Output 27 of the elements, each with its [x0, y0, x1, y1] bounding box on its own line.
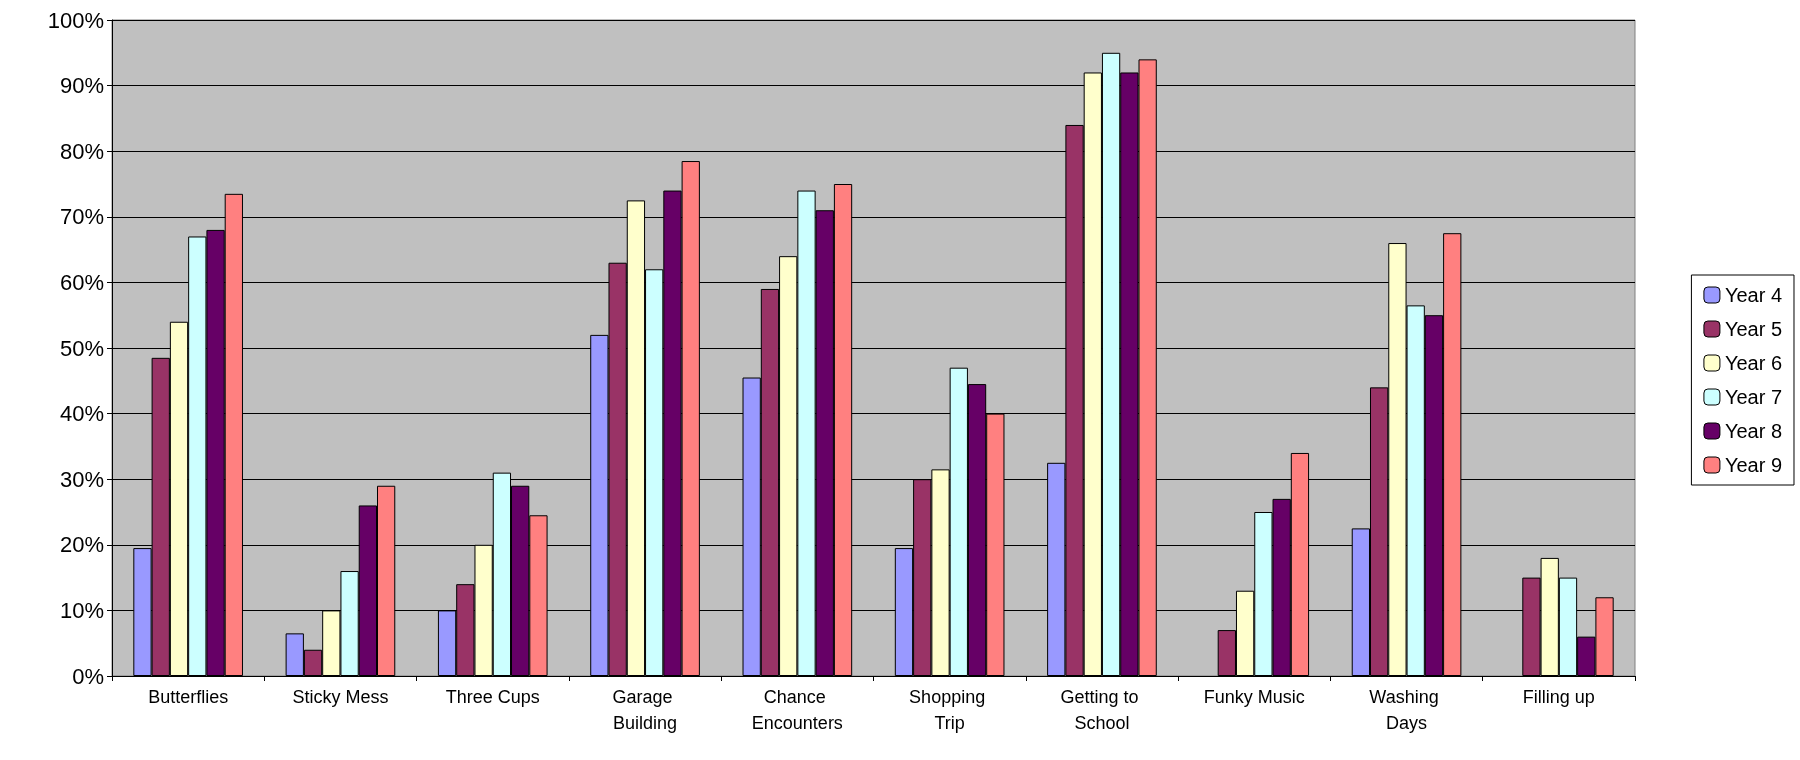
y-tick-label: 90% — [59, 73, 104, 99]
legend-label: Year 5 — [1724, 318, 1782, 340]
x-tick-label: Butterflies — [148, 687, 229, 707]
y-tick-label: 10% — [59, 597, 104, 623]
x-tick-label: Getting to School — [1060, 687, 1144, 733]
legend-label: Year 7 — [1724, 386, 1782, 408]
y-tick-label: 20% — [59, 532, 104, 558]
x-tick-label: Washing Days — [1369, 687, 1444, 733]
y-tick-label: 80% — [59, 138, 104, 164]
y-tick-label: 0% — [72, 663, 104, 689]
legend-label: Year 8 — [1724, 420, 1782, 442]
legend-label: Year 4 — [1724, 284, 1782, 306]
y-tick-label: 60% — [59, 269, 104, 295]
x-tick-label: Sticky Mess — [292, 687, 389, 707]
legend-label: Year 9 — [1724, 454, 1782, 476]
legend-label: Year 6 — [1724, 352, 1782, 374]
y-tick-label: 70% — [59, 204, 104, 230]
y-tick-label: 100% — [47, 7, 104, 33]
x-tick-label: Filling up — [1522, 687, 1595, 707]
y-tick-label: 30% — [59, 466, 104, 492]
y-tick-label: 50% — [59, 335, 104, 361]
x-tick-label: Chance Encounters — [751, 687, 843, 733]
x-tick-label: Shopping Trip — [909, 687, 991, 733]
x-tick-label: Funky Music — [1203, 687, 1305, 707]
x-tick-label: Three Cups — [445, 687, 540, 707]
x-tick-label: Garage Building — [612, 687, 678, 733]
y-tick-label: 40% — [59, 401, 104, 427]
